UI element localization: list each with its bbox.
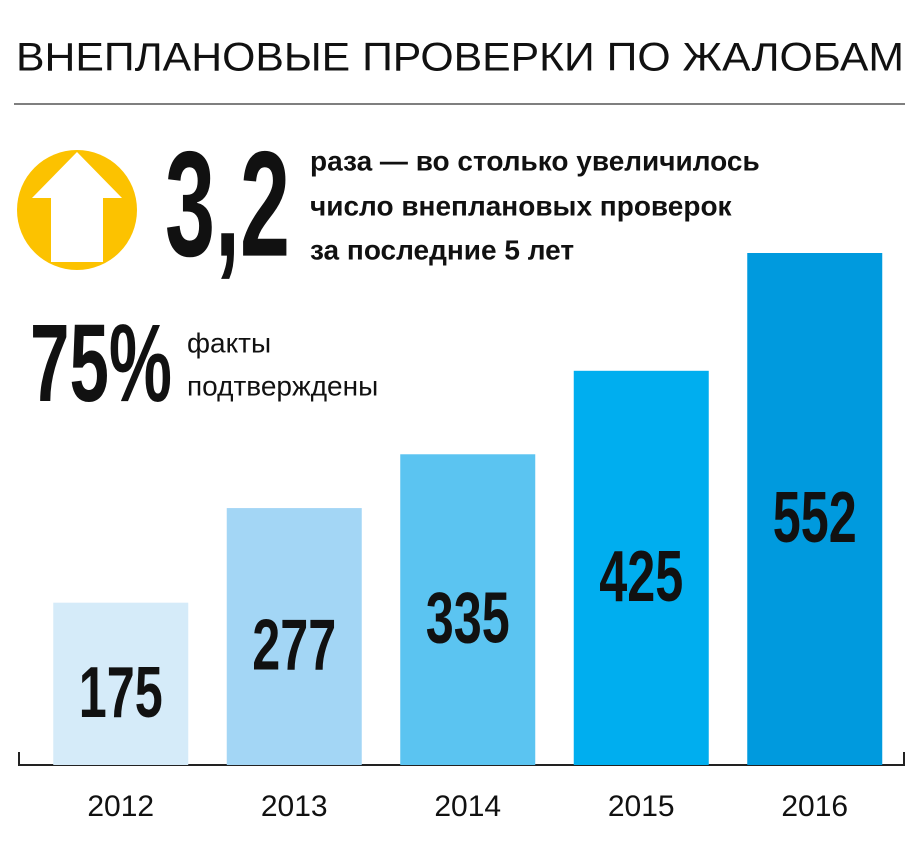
x-tick-label: 2016 [781,790,848,823]
chart-title: ВНЕПЛАНОВЫЕ ПРОВЕРКИ ПО ЖАЛОБАМ [16,36,904,80]
confirmed-text: подтверждены [187,370,378,401]
bar [747,253,883,765]
x-tick-label: 2013 [261,790,328,823]
value-label: 552 [773,478,857,558]
value-label: 277 [252,606,336,686]
bar [226,508,362,765]
confirmed-value: 75% [30,302,172,425]
x-tick-label: 2012 [87,790,154,823]
bar [53,602,189,765]
growth-text: число внеплановых проверок [310,190,733,221]
growth-text: раза — во столько увеличилось [310,145,760,176]
bar [400,454,536,765]
value-label: 335 [426,579,510,659]
value-label: 425 [599,537,683,617]
value-label: 175 [79,653,163,733]
bar [573,370,709,765]
x-tick-label: 2015 [608,790,675,823]
growth-text: за последние 5 лет [310,234,574,265]
growth-value: 3,2 [165,120,290,288]
confirmed-text: факты [187,327,271,358]
x-tick-label: 2014 [434,790,501,823]
arrow-icon [17,150,137,270]
